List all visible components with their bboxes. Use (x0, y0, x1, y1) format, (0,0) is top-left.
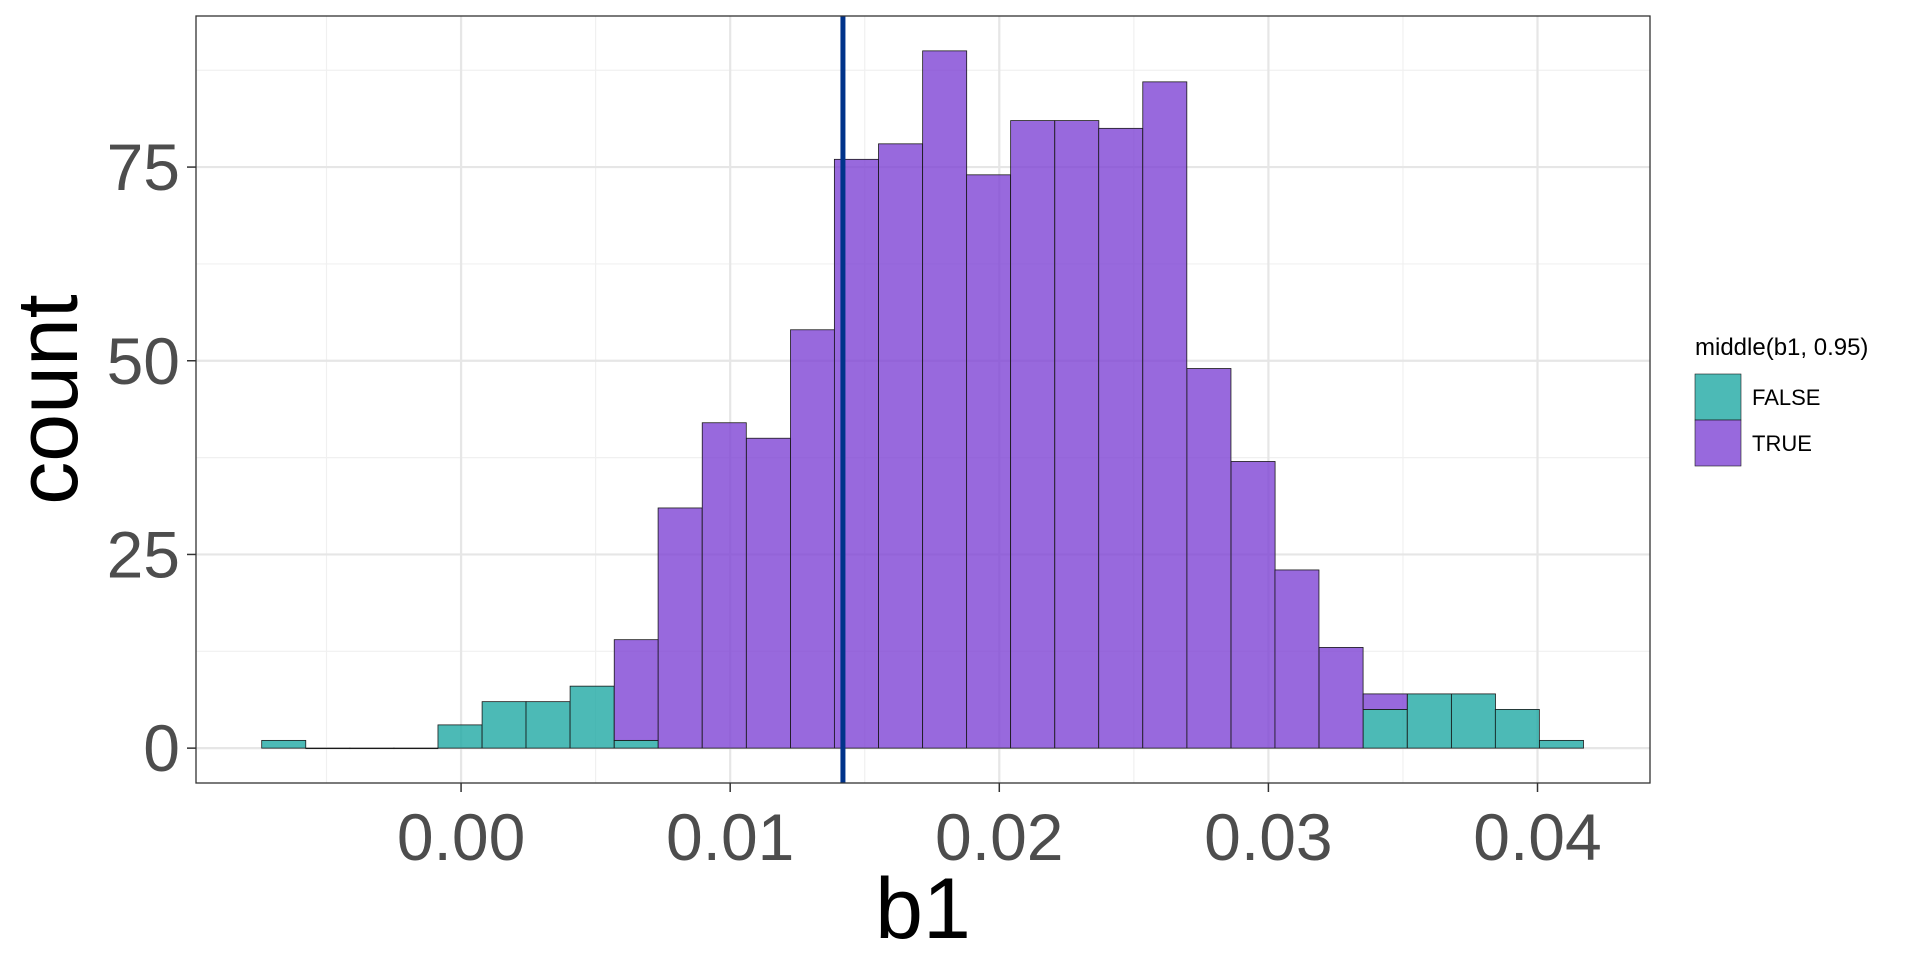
y-axis-title: count (0, 294, 96, 504)
histogram-bar-true (966, 174, 1011, 749)
histogram-bar-true (745, 437, 791, 749)
legend-label-false: FALSE (1752, 385, 1820, 410)
histogram-bar-true (1274, 569, 1320, 749)
histogram-bar-false (481, 701, 527, 749)
histogram-bar-false (261, 739, 307, 749)
legend: middle(b1, 0.95) FALSE TRUE (1694, 334, 1868, 467)
y-tick-label: 50 (107, 324, 180, 398)
legend-entries: FALSE TRUE (1694, 373, 1820, 467)
histogram-bar-false (1539, 739, 1584, 749)
histogram-bar-false (1451, 693, 1496, 749)
x-tick-label: 0.02 (935, 800, 1063, 874)
y-tick-label: 75 (107, 130, 180, 204)
histogram-bar-true (1186, 368, 1232, 749)
histogram-bar-true (922, 50, 968, 749)
histogram-bar-false (569, 685, 615, 749)
histogram-bar-false (1406, 693, 1452, 749)
x-tick-label: 0.03 (1204, 800, 1332, 874)
histogram-bar-true (1230, 461, 1276, 749)
histogram-bar-true (1098, 127, 1144, 749)
histogram-bar-false (349, 747, 395, 750)
histogram-bar-false (305, 747, 351, 750)
y-tick-label: 0 (143, 711, 180, 785)
plot-panel-border (195, 15, 1651, 784)
histogram-bar-false (393, 747, 439, 750)
histogram-bar-true (1318, 647, 1364, 749)
histogram-bar-true (1362, 693, 1408, 710)
axis-ticks: 0.00 0.01 0.02 0.03 0.04 0 25 50 75 (107, 130, 1602, 874)
histogram-bar-true (1142, 81, 1188, 749)
histogram-bar-true (613, 639, 659, 741)
histogram-bars (261, 50, 1584, 750)
histogram-bar-true (1054, 120, 1100, 749)
histogram-bar-false (1494, 708, 1540, 749)
legend-key-false (1694, 373, 1742, 421)
histogram-bar-true (878, 143, 923, 749)
legend-key-true (1694, 419, 1742, 467)
x-axis-title: b1 (875, 861, 971, 957)
histogram-bar-false (613, 739, 659, 749)
histogram-bar-false (525, 701, 571, 749)
histogram-bar-true (790, 329, 835, 749)
legend-title: middle(b1, 0.95) (1695, 334, 1868, 361)
x-tick-label: 0.04 (1473, 800, 1601, 874)
histogram-bar-false (1362, 708, 1408, 749)
y-tick-label: 25 (107, 517, 180, 591)
x-tick-label: 0.00 (397, 800, 525, 874)
histogram-bar-true (701, 422, 747, 749)
x-tick-label: 0.01 (666, 800, 794, 874)
histogram-bar-false (437, 724, 483, 749)
histogram-bar-true (657, 507, 703, 749)
histogram-bar-true (1010, 120, 1056, 749)
legend-label-true: TRUE (1752, 431, 1812, 456)
